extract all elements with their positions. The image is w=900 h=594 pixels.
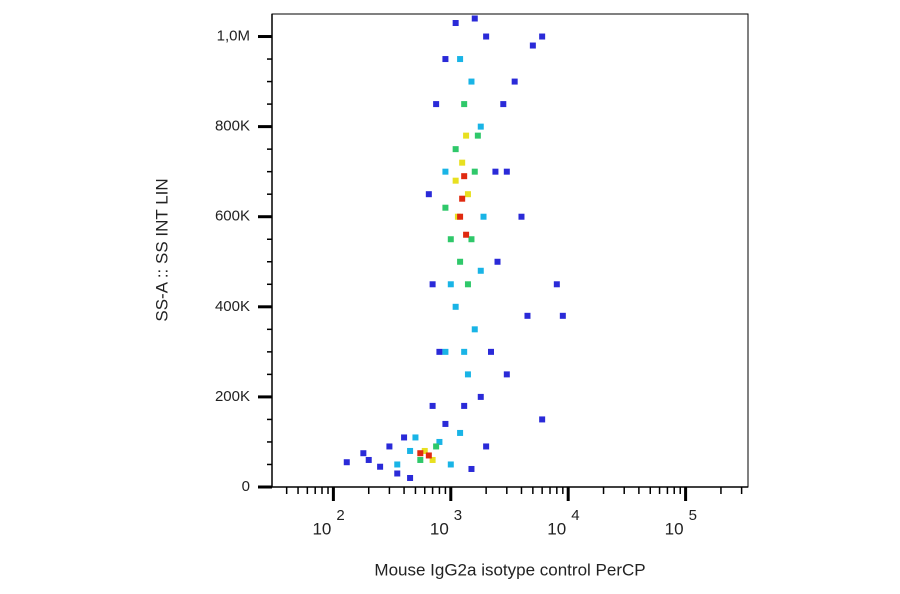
point bbox=[442, 168, 449, 175]
y-tick-label: 600K bbox=[215, 208, 250, 225]
point bbox=[468, 236, 475, 243]
point bbox=[407, 474, 414, 481]
x-tick-label: 10 bbox=[547, 519, 566, 538]
point bbox=[442, 420, 449, 427]
point bbox=[425, 191, 432, 198]
x-axis-label: Mouse IgG2a isotype control PerCP bbox=[374, 560, 645, 579]
point bbox=[417, 450, 424, 457]
point bbox=[429, 281, 436, 288]
x-tick-exponent: 5 bbox=[689, 507, 697, 524]
point bbox=[487, 348, 494, 355]
point bbox=[377, 463, 384, 470]
y-tick-label: 400K bbox=[215, 298, 250, 315]
point bbox=[433, 443, 440, 450]
point bbox=[442, 348, 449, 355]
point bbox=[477, 393, 484, 400]
point bbox=[429, 456, 436, 463]
point bbox=[436, 348, 443, 355]
point bbox=[524, 312, 531, 319]
x-tick-label: 10 bbox=[430, 519, 449, 538]
x-tick-exponent: 2 bbox=[336, 507, 344, 524]
point bbox=[360, 450, 367, 457]
plot-frame bbox=[271, 13, 749, 488]
point bbox=[447, 281, 454, 288]
point bbox=[459, 159, 466, 166]
point bbox=[468, 78, 475, 85]
y-tick-label: 200K bbox=[215, 388, 250, 405]
x-tick-exponent: 3 bbox=[454, 507, 462, 524]
point bbox=[452, 20, 459, 27]
point bbox=[464, 191, 471, 198]
point bbox=[433, 101, 440, 108]
point bbox=[401, 434, 408, 441]
point bbox=[452, 303, 459, 310]
point bbox=[471, 15, 478, 22]
point bbox=[559, 312, 566, 319]
point bbox=[477, 267, 484, 274]
point bbox=[553, 281, 560, 288]
point bbox=[457, 56, 464, 63]
point bbox=[474, 132, 481, 139]
point bbox=[464, 371, 471, 378]
point bbox=[394, 461, 401, 468]
point bbox=[463, 132, 470, 139]
points bbox=[343, 15, 566, 481]
point bbox=[457, 213, 464, 220]
point bbox=[343, 459, 350, 466]
point bbox=[459, 195, 466, 202]
point bbox=[539, 33, 546, 40]
point bbox=[429, 402, 436, 409]
point bbox=[471, 326, 478, 333]
point bbox=[452, 177, 459, 184]
point bbox=[425, 452, 432, 459]
point bbox=[436, 438, 443, 445]
point bbox=[452, 146, 459, 153]
point bbox=[421, 447, 428, 454]
point bbox=[386, 443, 393, 450]
point bbox=[529, 42, 536, 49]
point bbox=[463, 231, 470, 238]
point bbox=[477, 123, 484, 130]
point bbox=[539, 416, 546, 423]
point bbox=[417, 456, 424, 463]
point bbox=[461, 402, 468, 409]
y-axis-label: SS-A :: SS INT LIN bbox=[152, 178, 171, 321]
point bbox=[407, 447, 414, 454]
x-tick-exponent: 4 bbox=[571, 507, 579, 524]
x-tick-label: 10 bbox=[312, 519, 331, 538]
x-tick-label: 10 bbox=[665, 519, 684, 538]
point bbox=[468, 465, 475, 472]
point bbox=[461, 173, 468, 180]
point bbox=[483, 443, 490, 450]
point bbox=[365, 456, 372, 463]
point bbox=[500, 101, 507, 108]
point bbox=[461, 101, 468, 108]
point bbox=[442, 204, 449, 211]
point bbox=[442, 56, 449, 63]
point bbox=[503, 371, 510, 378]
point bbox=[494, 258, 501, 265]
point bbox=[480, 213, 487, 220]
point bbox=[412, 434, 419, 441]
point bbox=[447, 236, 454, 243]
point bbox=[511, 78, 518, 85]
point bbox=[518, 213, 525, 220]
point bbox=[483, 33, 490, 40]
y-tick-label: 1,0M bbox=[217, 27, 250, 44]
point bbox=[492, 168, 499, 175]
point bbox=[503, 168, 510, 175]
y-tick-label: 0 bbox=[242, 478, 250, 495]
point bbox=[457, 258, 464, 265]
y-tick-label: 800K bbox=[215, 118, 250, 135]
point bbox=[394, 470, 401, 477]
point bbox=[471, 168, 478, 175]
point bbox=[461, 348, 468, 355]
point bbox=[464, 281, 471, 288]
point bbox=[447, 461, 454, 468]
point bbox=[457, 429, 464, 436]
